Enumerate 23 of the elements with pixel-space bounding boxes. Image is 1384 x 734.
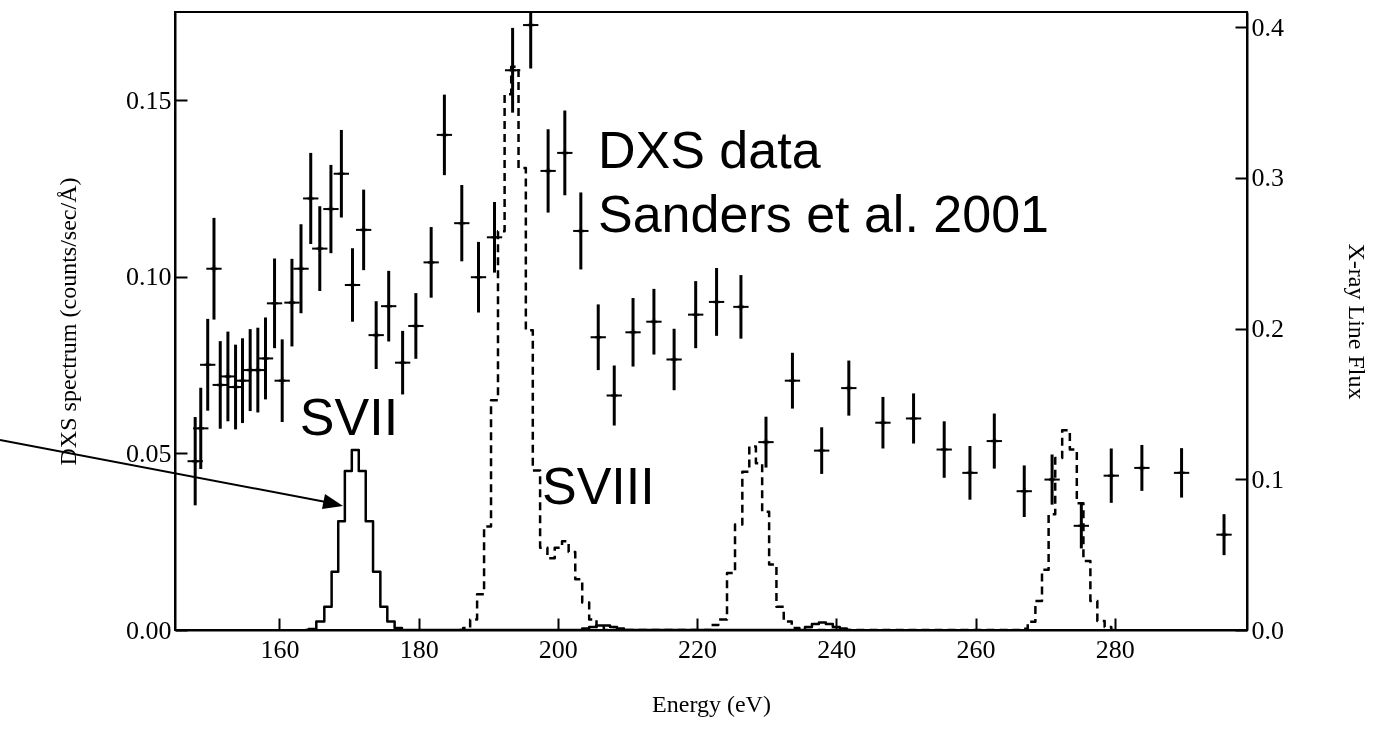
y2-tick-label: 0.4	[1251, 12, 1284, 42]
x-tick-label: 240	[817, 634, 857, 664]
x-tick-label: 160	[260, 634, 300, 664]
y2-tick-label: 0.0	[1251, 615, 1284, 645]
y-tick-label: 0.00	[126, 615, 172, 645]
y-tick-label: 0.15	[126, 85, 172, 115]
y2-tick-label: 0.3	[1251, 163, 1284, 193]
x-tick-label: 220	[678, 634, 718, 664]
x-axis-title: Energy (eV)	[652, 690, 771, 717]
annotation: Sanders et al. 2001	[598, 185, 1049, 243]
x-tick-label: 200	[538, 634, 578, 664]
annotation: SVIII	[542, 457, 655, 515]
x-tick-label: 260	[956, 634, 996, 664]
x-tick-label: 280	[1095, 634, 1135, 664]
y2-tick-label: 0.2	[1251, 314, 1284, 344]
annotation: DXS data	[598, 121, 821, 179]
y-tick-label: 0.10	[126, 262, 172, 292]
y-tick-label: 0.05	[126, 438, 172, 468]
annotation: SVII	[299, 388, 399, 446]
x-tick-label: 180	[399, 634, 439, 664]
y2-tick-label: 0.1	[1251, 464, 1284, 494]
y2-axis-title: X-ray Line Flux	[1344, 243, 1370, 400]
y-axis-title: DXS spectrum (counts/sec/Å)	[55, 177, 81, 466]
